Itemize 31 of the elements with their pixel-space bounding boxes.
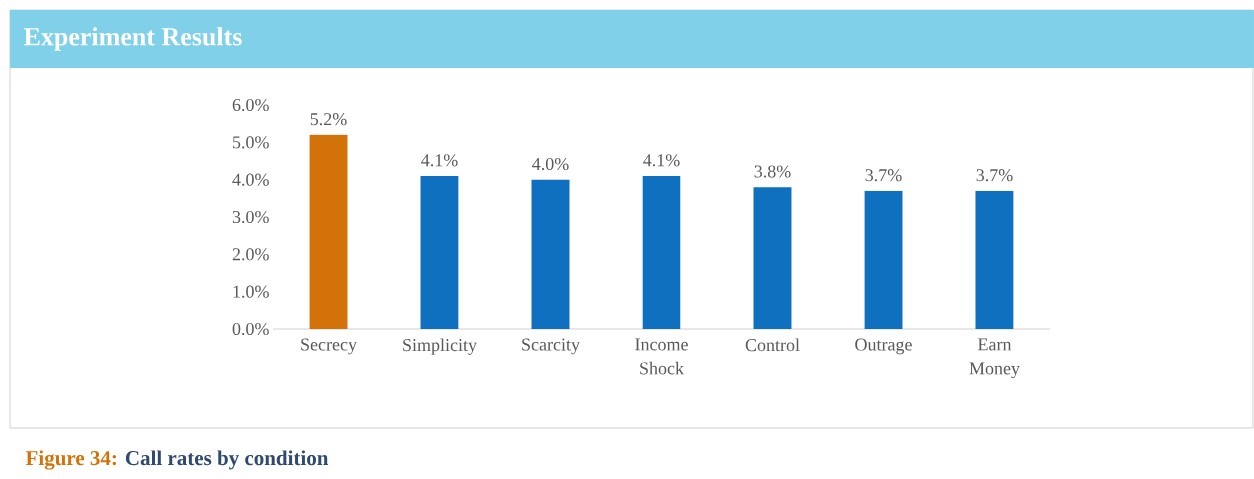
bar (642, 175, 681, 329)
caption: Figure 34: (25, 450, 116, 470)
data-label: 5.2% (310, 113, 347, 126)
y-tick-label: 5.0% (233, 136, 269, 149)
data-label: 3.8% (754, 165, 791, 178)
x-tick-label: Simplicity (403, 338, 477, 355)
bar (420, 175, 459, 329)
bar (309, 134, 348, 329)
text: Call rates by condition (125, 450, 329, 470)
y-tick-label: 4.0% (232, 173, 269, 186)
y-tick-label: 3.0% (232, 210, 269, 224)
bar (864, 190, 903, 329)
y-tick-label: 6.0% (232, 98, 269, 112)
x-tick-label: Income Shock (635, 338, 688, 375)
x-tick-label: Earn Money (969, 338, 1020, 379)
x-tick-label: Control (745, 338, 800, 352)
data-label: 4.1% (643, 154, 680, 167)
chart-title: Experiment Results (23, 27, 242, 51)
data-label: 4.1% (421, 154, 458, 167)
data-label: 4.0% (532, 157, 569, 171)
x-tick-label: Scarcity (522, 338, 580, 355)
x-tick-label: Secrecy (301, 338, 357, 355)
bar (975, 190, 1014, 329)
y-tick-label: 1.0% (233, 285, 269, 298)
y-tick-label: 2.0% (232, 248, 269, 261)
x-tick-label: Outrage (855, 338, 912, 355)
data-label: 3.7% (976, 169, 1013, 182)
y-tick-label: 0.0% (232, 322, 269, 336)
bar (531, 179, 570, 329)
data-label: 3.7% (865, 169, 902, 182)
bar (753, 187, 792, 329)
